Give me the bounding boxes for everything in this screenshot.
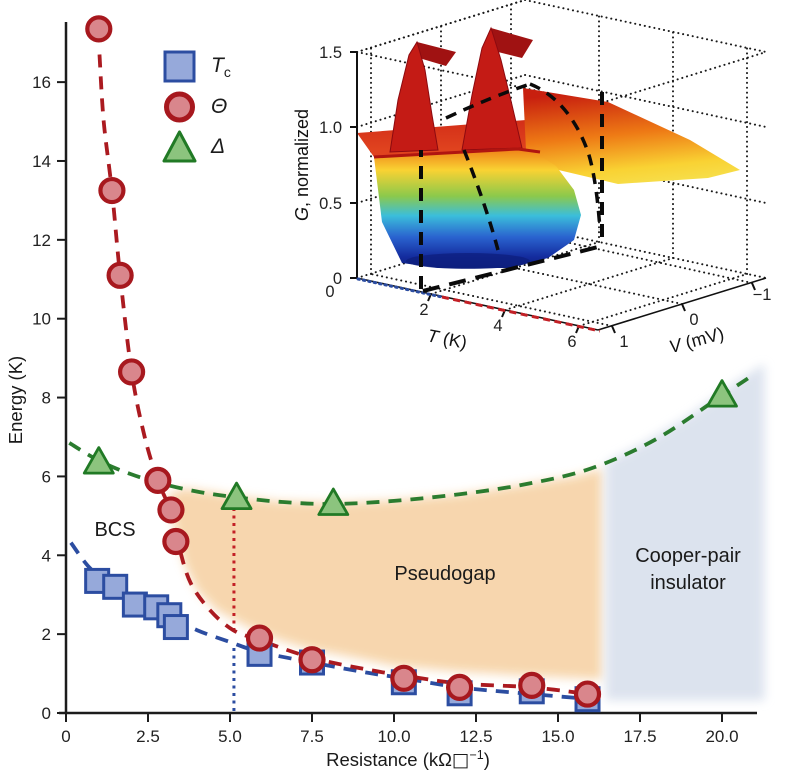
legend-label-theta: Θ xyxy=(211,95,228,118)
right-slope-face xyxy=(523,88,740,184)
tc-range-segment xyxy=(356,277,444,299)
x-tick-label: 5.0 xyxy=(218,727,242,746)
x-tick-label: 12.5 xyxy=(459,727,492,746)
coherence-peak-2 xyxy=(461,26,523,151)
legend: Tc Θ Δ xyxy=(160,47,231,167)
coherence-peak-1 xyxy=(389,40,439,153)
y-tick-label: 16 xyxy=(32,73,51,92)
valley-floor xyxy=(406,253,530,269)
x-tick-label: 2.5 xyxy=(136,727,160,746)
inset-z-tick: 1.5 xyxy=(319,44,342,62)
inset-t-tick: 6 xyxy=(567,333,576,351)
theta-circle-marker xyxy=(118,358,146,386)
inset-text: G, normalized 0 0.5 1.0 1.5 0 2 4 6 T (K… xyxy=(292,44,771,352)
insulator-label-line1: Cooper-pair xyxy=(635,545,741,567)
inset-z-axis-title: G, normalized xyxy=(292,109,312,221)
inset-v-tick: 0 xyxy=(689,311,698,329)
inset-axes xyxy=(350,51,767,334)
x-tick-label: 7.5 xyxy=(300,727,324,746)
gap-edge-annotations xyxy=(419,82,604,293)
shaded-regions xyxy=(167,364,765,701)
y-axis-title: Energy (K) xyxy=(5,355,26,445)
theta-circle-marker xyxy=(390,664,418,692)
tc-square-marker xyxy=(162,614,189,641)
square-marker-icon xyxy=(163,50,196,83)
conductance-surface xyxy=(357,26,740,269)
bcs-region-label: BCS xyxy=(94,519,136,541)
y-tick-label: 6 xyxy=(42,467,51,486)
inset-z-tick: 0 xyxy=(333,270,342,288)
legend-label-tc: Tc xyxy=(211,53,231,81)
y-tick-label: 4 xyxy=(42,546,51,565)
delta-triangle-marker xyxy=(317,487,350,516)
delta-triangle-marker xyxy=(82,446,115,475)
inset-v-tick: −1 xyxy=(753,286,772,304)
theta-circle-marker xyxy=(245,624,274,652)
y-tick-label: 10 xyxy=(32,310,51,329)
tc-square-marker xyxy=(102,573,129,600)
theta-circle-marker xyxy=(106,261,134,289)
x-tick-label: 10.0 xyxy=(377,727,410,746)
pseudogap-region-label: Pseudogap xyxy=(394,563,496,585)
x-tick-label: 17.5 xyxy=(623,727,656,746)
region-pseudogap xyxy=(167,468,603,680)
inset-t-axis-title: T (K) xyxy=(426,325,469,352)
inset-3d-plot: G, normalized 0 0.5 1.0 1.5 0 2 4 6 T (K… xyxy=(292,0,771,352)
region-cooper-pair-insulator xyxy=(605,364,765,701)
peak-ridge xyxy=(409,42,456,66)
inset-z-tick: 1.0 xyxy=(319,119,342,137)
x-tick-label: 20.0 xyxy=(705,727,738,746)
theta-circle-marker xyxy=(157,496,185,524)
y-tick-label: 0 xyxy=(42,704,51,723)
data-markers xyxy=(82,15,738,713)
theta-circle-marker xyxy=(85,15,113,43)
theta-circle-marker xyxy=(98,176,126,205)
theta-range-segment xyxy=(441,295,601,333)
legend-item-delta: Δ xyxy=(160,127,231,167)
y-tick-label: 8 xyxy=(42,389,51,408)
legend-item-theta: Θ xyxy=(160,87,231,127)
delta-triangle-marker xyxy=(706,379,738,408)
theta-circle-marker xyxy=(144,466,172,494)
y-tick-label: 2 xyxy=(42,625,51,644)
gap-valley-face xyxy=(374,149,581,268)
insulator-label-line2: insulator xyxy=(650,572,726,594)
inset-t-tick: 4 xyxy=(493,317,502,335)
triangle-marker-icon xyxy=(162,130,197,163)
theta-circle-marker xyxy=(573,680,602,708)
theta-circle-marker xyxy=(162,527,190,556)
insulator-region-label: Cooper-pair insulator xyxy=(608,543,768,597)
legend-label-delta: Δ xyxy=(211,135,226,158)
y-tick-label: 14 xyxy=(32,152,51,171)
theta-circle-marker xyxy=(446,673,474,701)
circle-marker-icon xyxy=(164,91,195,123)
delta-triangle-marker xyxy=(220,481,253,511)
x-axis-title: Resistance (kΩ□−1) xyxy=(326,748,490,772)
axis-ticks: 0 2.5 5.0 7.5 10.0 12.5 15.0 17.5 20.00246810121… xyxy=(32,73,738,746)
y-tick-label: 12 xyxy=(32,231,51,250)
x-tick-label: 0 xyxy=(61,727,70,746)
inset-t-tick: 2 xyxy=(419,301,428,319)
inset-z-tick: 0.5 xyxy=(319,195,342,213)
theta-circle-marker xyxy=(298,646,326,674)
theta-circle-marker xyxy=(518,671,546,699)
x-tick-label: 15.0 xyxy=(541,727,574,746)
inset-v-tick: 1 xyxy=(619,333,628,351)
legend-item-tc: Tc xyxy=(160,47,231,87)
tc-square-marker xyxy=(121,591,148,618)
inset-t-tick: 0 xyxy=(325,283,334,301)
